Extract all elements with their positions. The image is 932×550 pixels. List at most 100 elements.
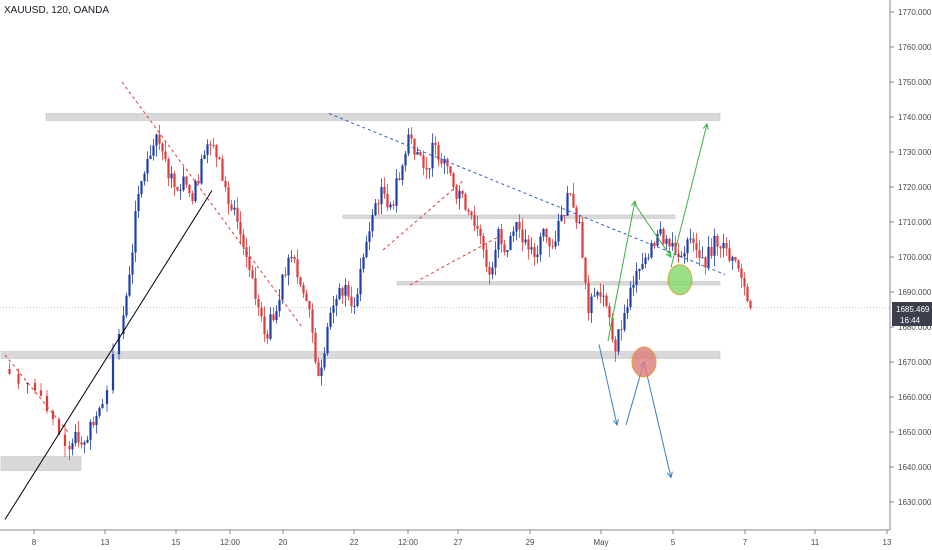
target-marker-1[interactable] <box>631 346 657 378</box>
candle-body-92 <box>326 327 329 354</box>
candle-body-112 <box>386 193 389 208</box>
candle-body-30 <box>140 181 143 194</box>
sr-zone-2[interactable] <box>0 351 721 359</box>
trendlines-layer <box>4 81 726 520</box>
candle-body-138 <box>464 194 467 210</box>
price-axis[interactable]: 1630.000 1640.000 1650.000 1660.000 1670.000… <box>890 8 932 507</box>
candle-212 <box>686 237 689 263</box>
candle-body-89 <box>317 362 320 376</box>
candle-151 <box>503 239 506 256</box>
candle-body-5 <box>45 395 49 411</box>
candle-68 <box>254 267 257 306</box>
candle-27 <box>131 243 134 285</box>
candle-body-96 <box>338 287 341 299</box>
time-tick-label-4: 20 <box>279 538 288 547</box>
candle-36 <box>158 124 161 151</box>
candle-155 <box>515 221 518 241</box>
target-marker-0[interactable] <box>667 264 693 296</box>
candle-body-219 <box>707 246 710 268</box>
candle-body-44 <box>182 176 185 191</box>
candle-216 <box>698 240 701 267</box>
candle-188 <box>614 336 617 362</box>
candle-body-233 <box>749 301 752 308</box>
candle-142 <box>476 215 479 237</box>
candle-body-207 <box>671 242 674 247</box>
candle-body-188 <box>614 339 617 352</box>
candle-body-158 <box>524 239 527 243</box>
candle-body-134 <box>452 173 455 187</box>
candle-body-156 <box>518 222 521 230</box>
candle-154 <box>512 226 515 243</box>
candle-25 <box>125 292 128 319</box>
candle-30 <box>140 180 143 198</box>
candle-138 <box>464 192 467 212</box>
projection-arrow-3[interactable] <box>598 344 619 427</box>
candle-226 <box>728 240 731 263</box>
candle-body-49 <box>197 180 200 184</box>
candle-21 <box>105 385 109 412</box>
candle-body-160 <box>530 247 533 250</box>
candle-body-184 <box>602 295 605 297</box>
candle-93 <box>329 307 332 330</box>
candle-109 <box>377 199 380 215</box>
trendline-0[interactable] <box>4 354 69 433</box>
trendline-1[interactable] <box>121 81 303 328</box>
candle-215 <box>695 233 698 259</box>
candle-11 <box>74 424 77 447</box>
candle-body-128 <box>434 142 437 145</box>
candle-body-168 <box>554 241 557 247</box>
candle-47 <box>191 190 194 205</box>
candle-95 <box>335 294 338 317</box>
candle-body-100 <box>350 296 353 307</box>
projection-arrow-5[interactable] <box>643 361 673 479</box>
candle-159 <box>527 235 530 260</box>
candle-body-8 <box>63 434 67 446</box>
candle-48 <box>194 179 197 203</box>
candle-body-66 <box>248 257 251 271</box>
projection-arrow-line-5 <box>643 361 672 478</box>
projection-arrow-1[interactable] <box>634 204 672 258</box>
candle-171 <box>563 214 566 225</box>
candle-37 <box>161 142 164 161</box>
candle-body-56 <box>218 157 221 159</box>
sr-zone-1[interactable] <box>45 113 721 121</box>
trendline-5[interactable] <box>4 190 213 520</box>
candle-119 <box>407 128 410 157</box>
candle-body-34 <box>152 145 155 156</box>
candle-189 <box>617 329 620 356</box>
candle-body-111 <box>383 187 386 194</box>
projection-arrow-head-2 <box>702 122 709 130</box>
candle-body-177 <box>581 222 584 258</box>
candle-62 <box>236 197 239 230</box>
candle-122 <box>416 146 419 155</box>
candle-214 <box>692 232 695 252</box>
candle-83 <box>299 276 302 287</box>
candle-body-222 <box>716 236 719 247</box>
candle-232 <box>746 283 749 303</box>
candle-199 <box>647 253 650 261</box>
sr-zone-0[interactable] <box>0 456 82 471</box>
candle-body-81 <box>293 257 296 260</box>
projection-arrow-0[interactable] <box>607 199 638 342</box>
candle-body-88 <box>314 332 317 363</box>
candle-150 <box>500 223 503 253</box>
trendline-4[interactable] <box>328 113 726 275</box>
candle-body-0 <box>8 369 11 374</box>
time-axis[interactable]: 8 13 15 12:00 20 22 12:00 27 29 May 5 7 11 13 <box>32 530 892 547</box>
candle-body-24 <box>122 315 125 334</box>
sr-zone-3[interactable] <box>342 214 676 219</box>
candle-body-162 <box>536 254 539 257</box>
candle-228 <box>734 256 737 263</box>
projection-arrow-2[interactable] <box>670 122 709 268</box>
candle-body-153 <box>509 235 512 250</box>
candle-body-45 <box>185 176 188 185</box>
candle-73 <box>269 306 272 341</box>
sr-zone-4[interactable] <box>396 281 721 286</box>
candle-233 <box>749 299 752 310</box>
candle-body-69 <box>257 299 260 308</box>
trendline-2[interactable] <box>409 235 501 286</box>
candle-body-201 <box>653 243 656 246</box>
candle-body-114 <box>392 204 395 206</box>
candle-211 <box>683 246 686 264</box>
